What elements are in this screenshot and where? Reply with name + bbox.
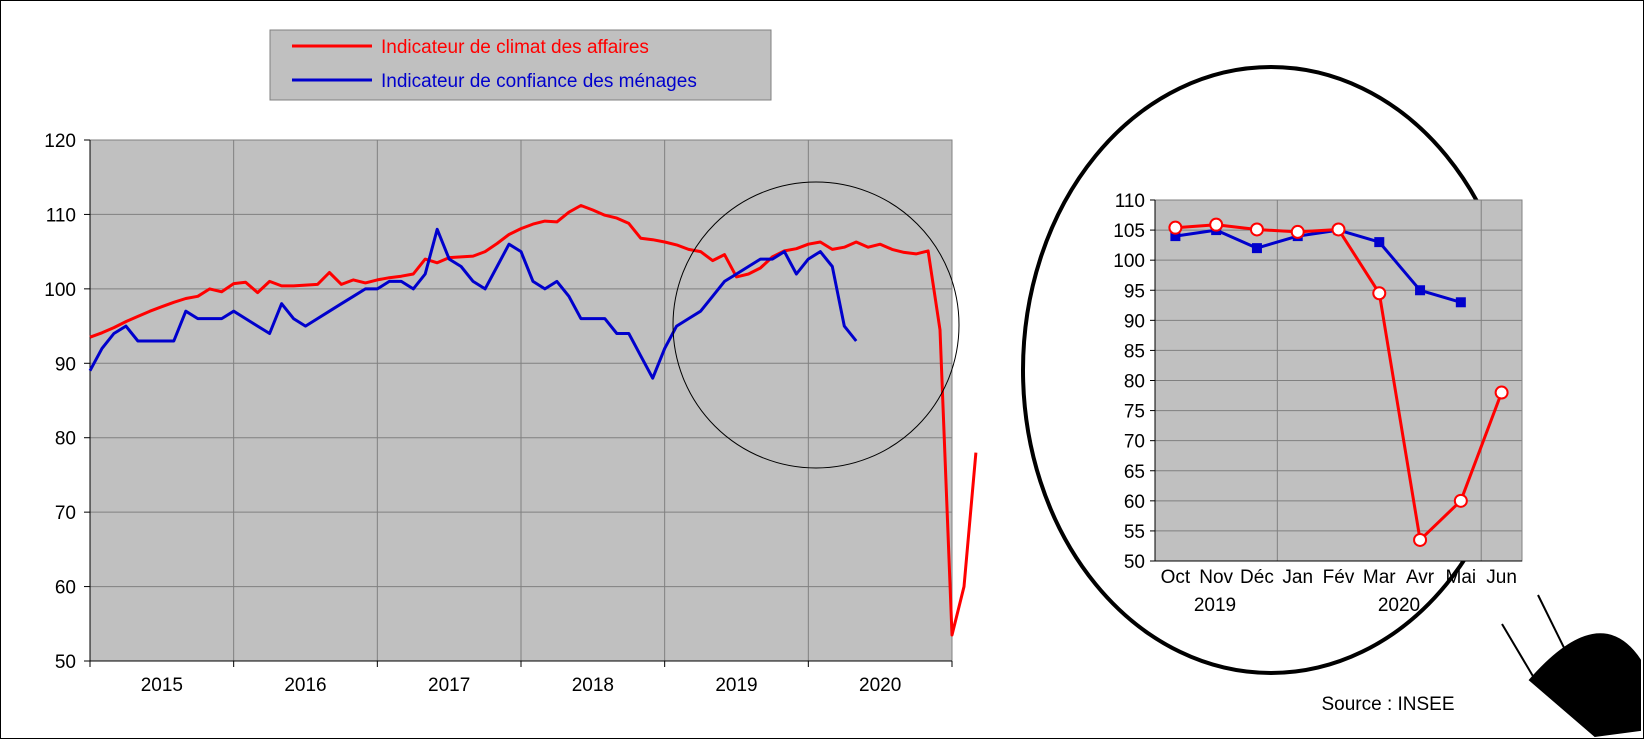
main-x-axis: 2015 2016 2017 2018 2019 2020 [89, 660, 953, 696]
source-label: Source : INSEE [1321, 694, 1454, 715]
inset-ytick-label: 105 [1113, 221, 1145, 242]
inset-point-climat [1209, 217, 1224, 232]
main-xtick-label: 2016 [284, 675, 326, 696]
inset-point-climat [1168, 220, 1183, 235]
main-ytick-label: 60 [55, 578, 76, 599]
inset-point-menages [1170, 231, 1181, 242]
inset-ytick-label: 100 [1113, 251, 1145, 272]
inset-xtick-label: Mar [1363, 567, 1396, 588]
series-line-climat-affaires [89, 204, 978, 637]
main-xtick-label: 2015 [141, 675, 183, 696]
inset-x-axis: Oct Nov Déc Jan Fév Mar Avr Mai Jun [1155, 560, 1522, 588]
inset-ytick-label: 75 [1124, 402, 1145, 423]
focus-circle [672, 181, 960, 469]
legend-box [269, 29, 772, 101]
main-xtick-label: 2020 [859, 675, 901, 696]
inset-ytick-label: 85 [1124, 341, 1145, 362]
inset-point-climat [1372, 286, 1387, 301]
main-ytick-label: 100 [44, 280, 76, 301]
main-ytick-label: 120 [44, 131, 76, 152]
inset-ytick-label: 55 [1124, 522, 1145, 543]
inset-y-axis: 50 55 60 65 70 75 80 85 90 95 100 105 110 [1113, 191, 1156, 573]
main-ytick-label: 50 [55, 652, 76, 673]
inset-point-menages [1374, 237, 1385, 248]
inset-year-2019: 2019 [1194, 595, 1236, 616]
inset-point-climat [1290, 224, 1305, 239]
main-ytick-label: 90 [55, 354, 76, 375]
legend: Indicateur de climat des affaires Indica… [269, 29, 772, 101]
main-xtick-label: 2017 [428, 675, 470, 696]
inset-ytick-label: 50 [1124, 552, 1145, 573]
inset-point-climat [1413, 532, 1428, 547]
inset-point-climat [1494, 385, 1509, 400]
inset-xtick-label: Mai [1446, 567, 1477, 588]
inset-ytick-label: 95 [1124, 281, 1145, 302]
inset-point-menages [1251, 243, 1262, 254]
inset-ytick-label: 90 [1124, 311, 1145, 332]
inset-xtick-label: Déc [1240, 567, 1274, 588]
inset-ytick-label: 70 [1124, 432, 1145, 453]
inset-ytick-label: 110 [1115, 191, 1145, 212]
main-chart: 50 60 70 80 90 100 110 120 2015 2016 2017 2018 2019… [44, 131, 978, 696]
inset-xtick-label: Jan [1282, 567, 1313, 588]
main-ytick-label: 80 [55, 429, 76, 450]
inset-line-confiance-menages [1175, 228, 1462, 304]
inset-xtick-label: Avr [1406, 567, 1435, 588]
series-line-confiance-menages [88, 227, 858, 380]
inset-xtick-label: Fév [1323, 567, 1355, 588]
inset-series-group [1168, 217, 1509, 547]
main-series-group [88, 204, 978, 637]
legend-label-menages: Indicateur de confiance des ménages [381, 71, 697, 92]
magnifier-handle [1501, 594, 1641, 738]
main-y-axis: 50 60 70 80 90 100 110 120 [44, 131, 91, 673]
inset-ytick-label: 60 [1124, 492, 1145, 513]
main-ytick-label: 110 [46, 205, 76, 226]
inset-point-menages [1455, 297, 1466, 308]
inset-point-climat [1453, 493, 1468, 508]
main-ytick-label: 70 [55, 503, 76, 524]
legend-label-climat: Indicateur de climat des affaires [381, 37, 649, 58]
magnifier-grip [1528, 633, 1641, 738]
inset-xtick-label: Oct [1161, 567, 1191, 588]
main-xtick-label: 2018 [572, 675, 614, 696]
inset-year-2020: 2020 [1378, 595, 1420, 616]
main-xtick-label: 2019 [715, 675, 757, 696]
inset-ytick-label: 80 [1124, 372, 1145, 393]
inset-chart: 50 55 60 65 70 75 80 85 90 95 100 105 110 Oct Nov Déc J… [1021, 65, 1523, 675]
inset-point-menages [1415, 285, 1426, 296]
inset-point-climat [1331, 222, 1346, 237]
inset-point-climat [1249, 222, 1264, 237]
inset-xtick-label: Jun [1486, 567, 1517, 588]
inset-ytick-label: 65 [1124, 462, 1145, 483]
inset-xtick-label: Nov [1199, 567, 1233, 588]
